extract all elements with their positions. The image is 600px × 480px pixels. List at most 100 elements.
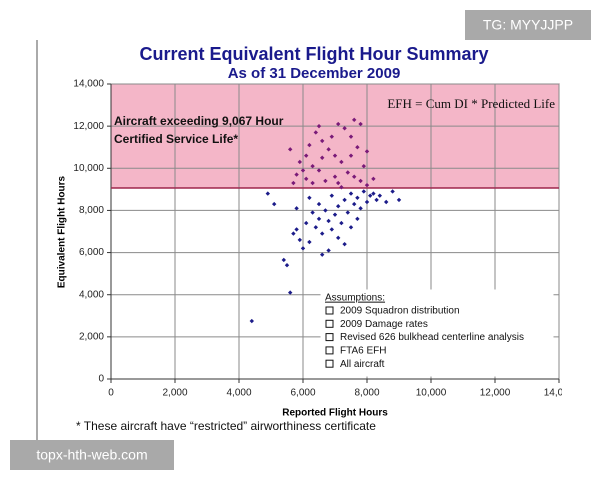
data-point (316, 123, 322, 129)
assumptions-box (320, 289, 554, 377)
data-point (384, 199, 389, 205)
data-point (329, 227, 334, 232)
data-point (358, 178, 363, 184)
data-point (329, 193, 334, 198)
watermark-box (10, 440, 174, 470)
threshold-band (110, 83, 560, 189)
data-point (332, 212, 338, 217)
y-tick-label: 12,000 (73, 121, 104, 132)
data-point (281, 257, 286, 263)
watermark-box (465, 10, 591, 40)
data-point (339, 159, 344, 165)
data-point (332, 153, 338, 158)
data-point (326, 248, 331, 253)
data-point (300, 168, 306, 173)
data-point (358, 206, 363, 211)
data-point (288, 290, 293, 295)
y-tick-label: 8,000 (79, 205, 104, 216)
formula: EFH = Cum DI * Predicted Life (387, 96, 555, 111)
data-point (310, 180, 315, 186)
data-point (326, 147, 331, 152)
data-point (348, 191, 354, 196)
data-point (336, 121, 341, 127)
y-tick-label: 14,000 (73, 79, 104, 90)
data-point (352, 117, 357, 123)
data-point (326, 218, 331, 224)
checkbox (325, 333, 334, 342)
annotation: Aircraft exceeding 9,067 Hour Certified S… (114, 114, 284, 146)
data-point (294, 172, 299, 177)
data-point (348, 225, 354, 230)
data-point (307, 142, 312, 148)
data-point (364, 149, 370, 154)
data-point (316, 201, 322, 207)
x-axis-label: Reported Flight Hours (282, 408, 388, 419)
assumption-item: 2009 Squadron distribution (340, 306, 460, 317)
data-point (304, 176, 309, 182)
data-point (336, 180, 341, 186)
data-point (352, 174, 357, 179)
data-point (339, 185, 344, 190)
data-point (294, 206, 299, 211)
data-point (265, 191, 270, 196)
data-point (316, 168, 322, 173)
data-point (272, 201, 277, 207)
data-point (396, 197, 402, 203)
data-point (307, 239, 312, 245)
data-point (345, 210, 350, 215)
data-point (313, 225, 318, 230)
data-point (358, 121, 363, 127)
assumption-item: 2009 Damage rates (340, 319, 428, 330)
assumption-item: FTA6 EFH (340, 346, 386, 357)
x-tick-label: 2,000 (162, 388, 187, 399)
checkbox (325, 346, 334, 355)
chart-subtitle: As of 31 December 2009 (228, 65, 401, 82)
data-point (355, 216, 360, 222)
data-point (336, 204, 341, 209)
data-point (361, 163, 366, 169)
data-point (304, 220, 309, 226)
data-point (371, 176, 376, 182)
data-point (323, 178, 328, 184)
data-point (368, 193, 373, 198)
data-point (364, 182, 370, 188)
watermark: TG: MYYJJPP (483, 17, 573, 33)
data-point (297, 237, 302, 243)
data-point (332, 174, 338, 179)
data-point (377, 193, 382, 198)
data-point (300, 246, 306, 251)
data-point (304, 153, 309, 158)
x-tick-label: 6,000 (290, 388, 315, 399)
y-tick-label: 10,000 (73, 163, 104, 174)
data-point (294, 227, 299, 232)
assumption-item: Revised 626 bulkhead centerline analysis (340, 332, 524, 343)
y-tick-label: 0 (98, 374, 104, 385)
data-point (320, 231, 325, 236)
assumption-item: All aircraft (340, 359, 385, 370)
data-point (339, 220, 344, 226)
x-tick-label: 8,000 (354, 388, 379, 399)
data-point (355, 145, 360, 150)
data-point (348, 134, 354, 139)
data-point (371, 191, 376, 196)
checkbox (325, 319, 334, 328)
data-point (284, 263, 290, 268)
data-point (342, 126, 347, 131)
annotation-line: Certified Service Life* (114, 132, 238, 146)
data-point (374, 197, 379, 203)
footnote: * These aircraft have “restricted” airwo… (76, 419, 376, 433)
data-point (310, 163, 315, 169)
x-tick-label: 4,000 (226, 388, 251, 399)
data-point (288, 147, 293, 152)
data-point (348, 153, 354, 158)
y-tick-label: 4,000 (79, 289, 104, 300)
data-point (310, 210, 315, 215)
y-tick-label: 2,000 (79, 331, 104, 342)
checkbox (325, 359, 334, 368)
x-tick-label: 0 (108, 388, 114, 399)
assumptions-title: Assumptions: (325, 293, 385, 304)
data-point (342, 197, 347, 203)
data-point (249, 318, 254, 324)
data-point (329, 134, 334, 139)
